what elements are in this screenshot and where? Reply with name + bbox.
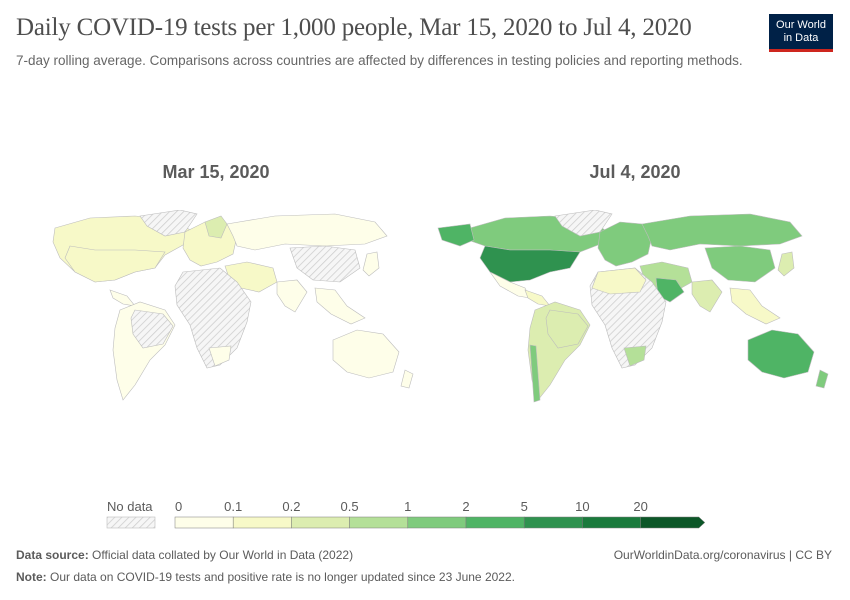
region-usa[interactable]: USA	[64, 245, 166, 283]
data-source: Data source: Official data collated by O…	[16, 548, 353, 562]
world-map-jul-4[interactable]: CanadaAlaskaUSAGreenlandMexicoCentral Am…	[430, 210, 835, 405]
region-new-zealand[interactable]: New Zealand	[400, 369, 414, 389]
region-australia[interactable]: Australia	[747, 329, 815, 379]
note: Note: Our data on COVID-19 tests and pos…	[16, 570, 515, 584]
chart-title: Daily COVID-19 tests per 1,000 people, M…	[16, 14, 692, 41]
legend-swatch-1	[232, 516, 292, 529]
note-label: Note:	[16, 570, 47, 584]
legend-tick-0: 0	[175, 499, 182, 514]
legend-swatch-5	[465, 516, 525, 529]
region-alaska[interactable]: Alaska	[437, 223, 475, 247]
legend-tick-1: 0.1	[224, 499, 242, 514]
legend-tick-7: 10	[575, 499, 589, 514]
chart-subtitle: 7-day rolling average. Comparisons acros…	[16, 53, 743, 68]
legend-tick-4: 1	[404, 499, 411, 514]
region-scandinavia[interactable]: Scandinavia	[204, 215, 228, 239]
legend-no-data-label: No data	[107, 499, 153, 514]
legend-tick-8: 20	[633, 499, 647, 514]
region-japan[interactable]: Japan	[362, 251, 380, 277]
legend-swatch-3	[349, 516, 409, 529]
legend-tick-2: 0.2	[282, 499, 300, 514]
region-russia[interactable]: Russia	[226, 213, 388, 251]
region-chile[interactable]: Chile	[529, 344, 541, 403]
legend-tick-3: 0.5	[341, 499, 359, 514]
legend-swatch-8	[640, 516, 706, 529]
region-africa[interactable]: Africa	[174, 267, 252, 369]
region-north-africa[interactable]: North Africa	[591, 267, 647, 295]
region-australia[interactable]: Australia	[332, 329, 400, 379]
region-china[interactable]: China	[289, 245, 361, 283]
region-central-america[interactable]: Central America	[524, 289, 551, 307]
legend-tick-6: 5	[521, 499, 528, 514]
legend-swatch-0	[174, 516, 234, 529]
region-new-zealand[interactable]: New Zealand	[815, 369, 829, 389]
region-south-africa[interactable]: South Africa	[208, 345, 232, 367]
region-southeast-asia[interactable]: Southeast Asia	[729, 287, 781, 325]
note-text: Our data on COVID-19 tests and positive …	[50, 570, 515, 584]
region-europe[interactable]: Europe	[597, 221, 653, 267]
source-text: Official data collated by Our World in D…	[92, 548, 354, 562]
logo-line-1: Our World	[776, 19, 826, 31]
legend-no-data-swatch	[106, 516, 156, 529]
region-india[interactable]: India	[691, 279, 723, 313]
legend-swatch-7	[582, 516, 641, 529]
color-legend: No data 0 0.1 0.2 0.5 1 2 5 10 20	[106, 499, 706, 529]
region-india[interactable]: India	[276, 279, 308, 313]
owid-logo[interactable]: Our World in Data	[769, 14, 833, 52]
region-china[interactable]: China	[704, 245, 776, 283]
legend-swatch-2	[291, 516, 350, 529]
legend-swatch-6	[523, 516, 583, 529]
legend-swatch-4	[407, 516, 467, 529]
region-southeast-asia[interactable]: Southeast Asia	[314, 287, 366, 325]
legend-tick-5: 2	[462, 499, 469, 514]
region-brazil[interactable]: Brazil	[545, 309, 589, 349]
map-label-right: Jul 4, 2020	[589, 162, 681, 182]
source-label: Data source:	[16, 548, 89, 562]
region-russia[interactable]: Russia	[641, 213, 803, 251]
region-japan[interactable]: Japan	[777, 251, 795, 277]
region-brazil[interactable]: Brazil	[130, 309, 174, 349]
world-map-mar-15[interactable]: North AmericaUSAGreenlandCentral America…	[15, 210, 420, 405]
region-south-africa[interactable]: South Africa	[623, 345, 647, 367]
map-label-left: Mar 15, 2020	[162, 162, 270, 182]
region-central-america[interactable]: Central America	[109, 289, 136, 307]
region-usa[interactable]: USA	[479, 245, 581, 283]
source-url-link[interactable]: OurWorldinData.org/coronavirus | CC BY	[613, 548, 832, 562]
logo-line-2: in Data	[783, 32, 819, 44]
